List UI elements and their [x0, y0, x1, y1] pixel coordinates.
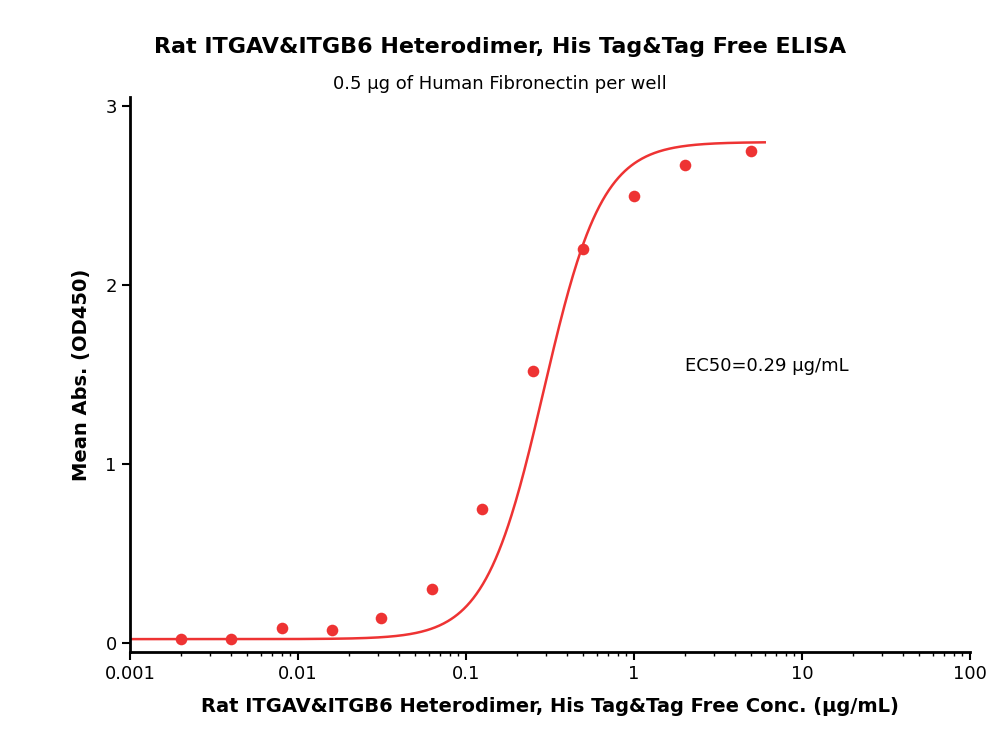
Text: Rat ITGAV&ITGB6 Heterodimer, His Tag&Tag Free ELISA: Rat ITGAV&ITGB6 Heterodimer, His Tag&Tag…	[154, 37, 846, 58]
Text: 0.5 μg of Human Fibronectin per well: 0.5 μg of Human Fibronectin per well	[333, 75, 667, 93]
Point	[575, 243, 591, 255]
Point	[743, 145, 759, 157]
Y-axis label: Mean Abs. (OD450): Mean Abs. (OD450)	[72, 268, 91, 481]
Point	[173, 633, 189, 645]
Point	[677, 160, 693, 172]
Point	[474, 503, 490, 515]
Point	[424, 583, 440, 595]
Point	[223, 633, 239, 645]
Text: EC50=0.29 μg/mL: EC50=0.29 μg/mL	[685, 357, 848, 374]
Point	[626, 189, 642, 201]
Point	[373, 612, 389, 624]
Point	[274, 622, 290, 634]
X-axis label: Rat ITGAV&ITGB6 Heterodimer, His Tag&Tag Free Conc. (μg/mL): Rat ITGAV&ITGB6 Heterodimer, His Tag&Tag…	[201, 697, 899, 716]
Point	[525, 365, 541, 377]
Point	[324, 624, 340, 636]
